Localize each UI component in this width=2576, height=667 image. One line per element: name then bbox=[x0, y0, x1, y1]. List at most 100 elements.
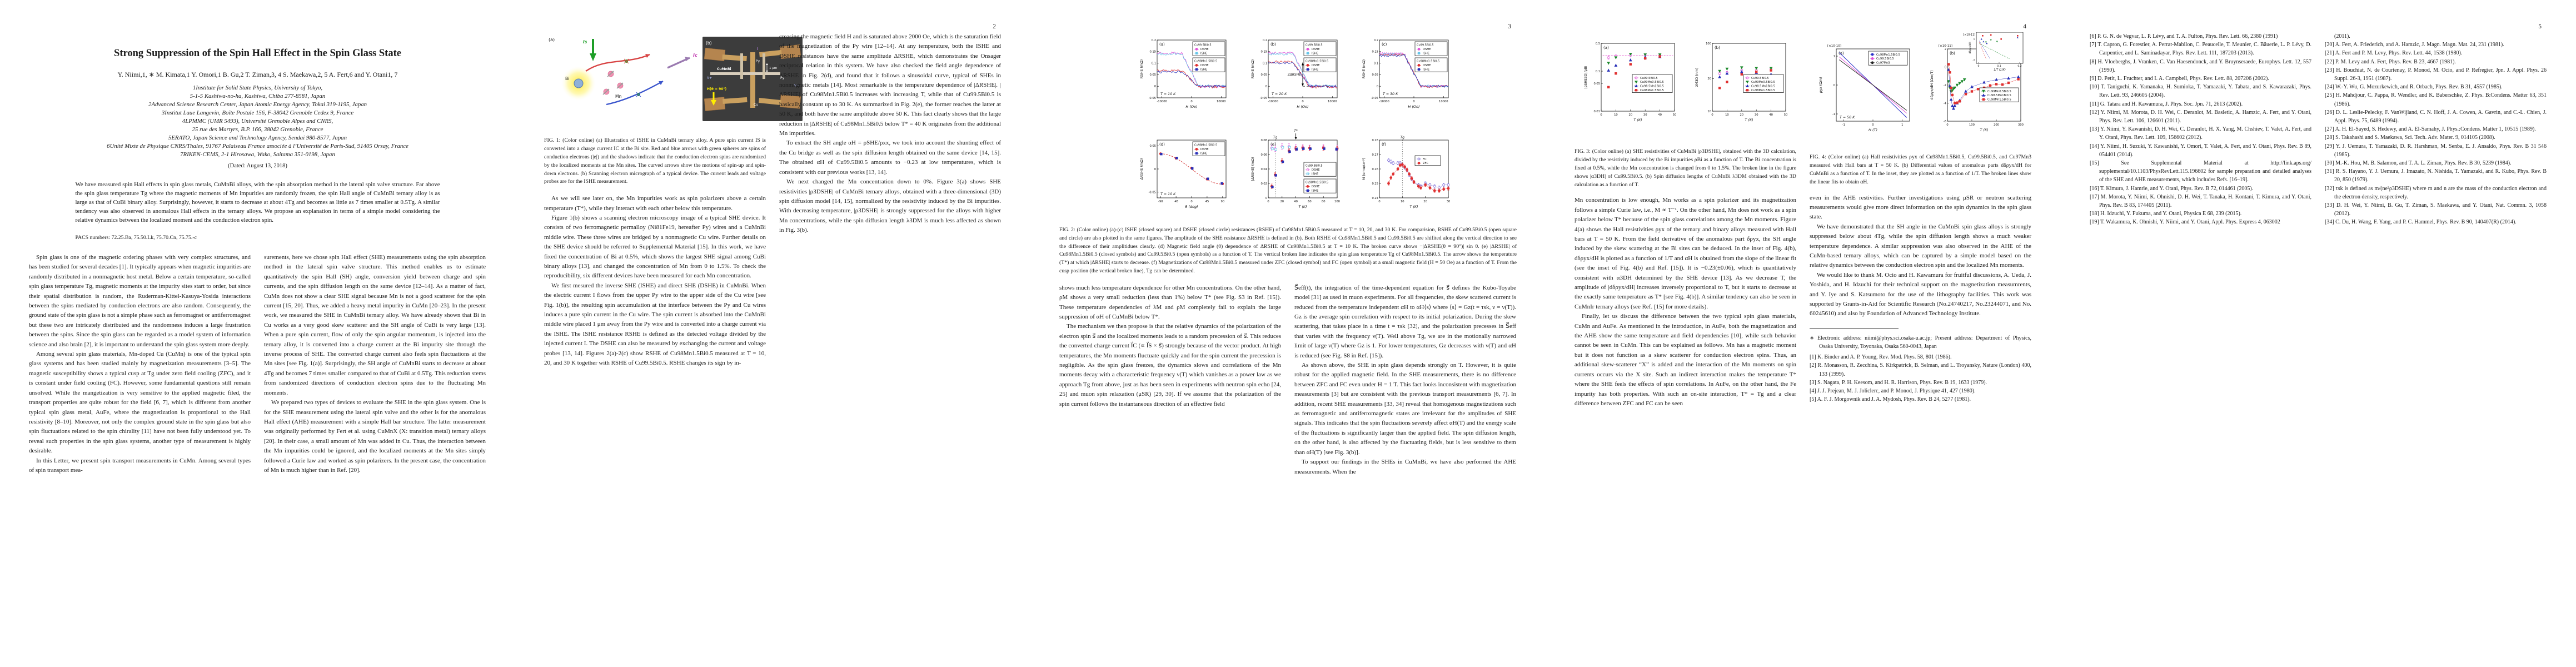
reference-item: [24] W.-Y. Wu, G. Mozurkewich, and R. Or… bbox=[2325, 84, 2503, 91]
svg-text:2: 2 bbox=[1945, 48, 1946, 51]
figure-1: (a) Is Bi Mn Ic (b) Py Py CuMnBi Cu 1 μm H(θ = 90°)… bbox=[544, 32, 803, 131]
list-item: 2Advanced Science Research Center, Japan… bbox=[148, 101, 367, 108]
svg-text:40: 40 bbox=[1769, 113, 1773, 117]
reference-item: [25] H. Mahdjour, C. Pappa, R. Wendler, … bbox=[2325, 92, 2547, 107]
svg-text:10000: 10000 bbox=[1328, 100, 1337, 103]
svg-text:(a): (a) bbox=[1838, 51, 1844, 56]
svg-text:100: 100 bbox=[1334, 200, 1340, 203]
svg-text:0: 0 bbox=[1154, 85, 1156, 88]
svg-text:[×10-10]: [×10-10] bbox=[1827, 44, 1841, 48]
list-item: 4LPMMC (UMR 5493), Université Grenoble A… bbox=[182, 118, 333, 125]
reference-item: [17] M. Morota, Y. Niimi, K. Ohnishi, D.… bbox=[2090, 193, 2311, 209]
svg-text:10000: 10000 bbox=[1217, 100, 1226, 103]
svg-text:0: 0 bbox=[1945, 66, 1946, 69]
svg-text:FC: FC bbox=[1423, 158, 1427, 161]
paragraph: We prepared two types of devices to eval… bbox=[264, 399, 486, 474]
list-item: 5-1-5 Kashiwa-no-ha, Kashiwa, Chiba 277-… bbox=[190, 93, 326, 99]
svg-text:Py: Py bbox=[756, 59, 760, 63]
svg-text:0.1: 0.1 bbox=[1374, 62, 1378, 65]
page2-columns: (a) Is Bi Mn Ic (b) Py Py CuMnBi Cu 1 μm H(θ = 90°)… bbox=[544, 32, 1001, 369]
reference-item: [20] A. Fert, A. Friederich, and A. Hamz… bbox=[2325, 42, 2504, 48]
reference-item: [31] R. S. Hayano, Y. J. Uemura, J. Imaz… bbox=[2325, 168, 2547, 183]
page4-left-text: Mn concentration is low enough, Mn works… bbox=[1575, 196, 1796, 409]
svg-text:Cu99.5Bi0.5: Cu99.5Bi0.5 bbox=[1417, 44, 1434, 47]
svg-text:(b): (b) bbox=[706, 41, 712, 46]
paragraph: To extract the SH angle αH = ρSHE/ρxx, w… bbox=[779, 140, 1001, 176]
svg-text:0.05: 0.05 bbox=[1149, 145, 1156, 148]
paragraph: We next changed the Mn concentration dow… bbox=[779, 178, 1001, 234]
reference-continuation: (2011). bbox=[2334, 33, 2350, 39]
abstract: We have measured spin Hall effects in sp… bbox=[75, 181, 440, 223]
svg-text:60: 60 bbox=[1308, 200, 1312, 203]
svg-text:0.27: 0.27 bbox=[1372, 153, 1378, 157]
svg-text:Ic: Ic bbox=[693, 53, 697, 58]
svg-text:40: 40 bbox=[1658, 113, 1662, 117]
svg-text:-1: -1 bbox=[1842, 123, 1845, 127]
paper-title: Strong Suppression of the Spin Hall Effe… bbox=[114, 48, 401, 59]
svg-text:DSHE: DSHE bbox=[1423, 64, 1431, 67]
svg-text:Py: Py bbox=[780, 76, 785, 80]
svg-text:1: 1 bbox=[1833, 55, 1835, 58]
page4-column-right: -1 0 1 -1 0 1 (a) T = 50 K [×10-10] H (T) ρyx (Ωm)… bbox=[1810, 32, 2031, 409]
svg-text:30: 30 bbox=[1643, 113, 1647, 117]
svg-text:200: 200 bbox=[1994, 123, 1999, 127]
svg-text:-5: -5 bbox=[1972, 59, 1975, 62]
paragraph: surements, here we chose spin Hall effec… bbox=[264, 254, 486, 396]
svg-text:ISHE: ISHE bbox=[1200, 152, 1207, 156]
paragraph: Among several spin glass materials, Mn-d… bbox=[29, 351, 251, 455]
reference-item: [26] D. L. Leslie-Pelecky, F. VanWijland… bbox=[2325, 109, 2547, 125]
figure-4-caption: FIG. 4: (Color online) (a) Hall resistiv… bbox=[1810, 154, 2031, 185]
reference-item: [12] Y. Niimi, M. Morota, D. H. Wei, C. … bbox=[2090, 109, 2311, 125]
svg-text:2ΔRSHE: 2ΔRSHE bbox=[1288, 73, 1301, 77]
svg-text:20: 20 bbox=[1280, 200, 1284, 203]
paragraph: We would like to thank M. Ocio and H. Ka… bbox=[1810, 271, 2031, 317]
svg-text:Cu98Mn1.5Bi0.5: Cu98Mn1.5Bi0.5 bbox=[1876, 53, 1900, 57]
svg-text:Cu98Mn1.5Bi0.5: Cu98Mn1.5Bi0.5 bbox=[1987, 98, 2011, 102]
svg-text:ISHE: ISHE bbox=[1312, 173, 1318, 176]
svg-text:Cu99Mn0.5Bi0.5: Cu99Mn0.5Bi0.5 bbox=[1640, 81, 1664, 84]
svg-text:0.04: 0.04 bbox=[1260, 168, 1267, 171]
svg-text:|ρSHE3D|/ρBi: |ρSHE3D|/ρBi bbox=[1584, 66, 1588, 89]
svg-text:1: 1 bbox=[1901, 123, 1903, 127]
svg-text:0: 0 bbox=[1600, 113, 1602, 117]
svg-text:DSHE: DSHE bbox=[1312, 168, 1319, 172]
page4-right-text: even in the AHE restivities. Further inv… bbox=[1810, 193, 2031, 319]
svg-text:0.2: 0.2 bbox=[1152, 39, 1156, 42]
svg-text:T = 10 K: T = 10 K bbox=[1160, 192, 1176, 196]
svg-text:ISHE: ISHE bbox=[1200, 68, 1207, 72]
svg-text:0: 0 bbox=[1190, 200, 1192, 203]
page3-columns: shows much less temperature dependence f… bbox=[1059, 283, 1517, 477]
svg-text:(e): (e) bbox=[1270, 142, 1276, 147]
paragraph: We first mesured the inverse SHE (ISHE) … bbox=[544, 282, 766, 367]
svg-text:Cu98Mn1.5Bi0.5: Cu98Mn1.5Bi0.5 bbox=[1194, 144, 1217, 147]
references-1-5: [1] K. Binder and A. P. Young, Rev. Mod.… bbox=[1810, 353, 2031, 404]
svg-text:0.15: 0.15 bbox=[1260, 51, 1267, 54]
svg-text:Mn: Mn bbox=[615, 94, 621, 99]
paragraph: Mn concentration is low enough, Mn works… bbox=[1575, 197, 1796, 310]
svg-text:-0.05: -0.05 bbox=[1371, 97, 1378, 100]
svg-text:T = 30 K: T = 30 K bbox=[1383, 92, 1398, 96]
svg-text:RSHE (mΩ): RSHE (mΩ) bbox=[1251, 59, 1255, 78]
svg-text:0: 0 bbox=[1711, 113, 1713, 117]
svg-text:80: 80 bbox=[1322, 200, 1326, 203]
list-item: 5ERATO, Japan Science and Technology Age… bbox=[168, 135, 347, 141]
svg-text:0.1: 0.1 bbox=[1152, 62, 1156, 65]
svg-text:0: 0 bbox=[1265, 85, 1267, 88]
reference-item: [29] Y. J. Uemura, T. Yamazaki, D. R. Ha… bbox=[2325, 143, 2547, 158]
paragraph: As shown above, the SHE in spin glass de… bbox=[1294, 362, 1516, 456]
svg-text:ρyx (Ωm): ρyx (Ωm) bbox=[1819, 77, 1823, 93]
figure-1-caption: FIG. 1: (Color online) (a) Illustration … bbox=[544, 137, 766, 185]
reference-item: [28] S. Takahashi and S. Maekawa, Sci. T… bbox=[2325, 135, 2495, 141]
svg-text:T = 10 K: T = 10 K bbox=[1160, 92, 1176, 96]
svg-text:-10000: -10000 bbox=[1268, 100, 1278, 103]
svg-text:H (T): H (T) bbox=[1869, 128, 1877, 132]
svg-text:H(θ = 90°): H(θ = 90°) bbox=[707, 87, 726, 91]
svg-text:0: 0 bbox=[1378, 200, 1380, 203]
svg-text:Cu98Mn1.5Bi0.5: Cu98Mn1.5Bi0.5 bbox=[1306, 181, 1328, 185]
paragraph: The mechanism we then propose is that th… bbox=[1059, 323, 1281, 407]
svg-text:T (K): T (K) bbox=[1745, 118, 1753, 122]
reference-item: [1] K. Binder and A. P. Young, Rev. Mod.… bbox=[1810, 354, 1952, 361]
svg-text:Cu98Mn1.5Bi0.5: Cu98Mn1.5Bi0.5 bbox=[1194, 60, 1217, 63]
paragraph: Spin glass is one of the magnetic orderi… bbox=[29, 254, 251, 348]
svg-text:0: 0 bbox=[1978, 64, 1980, 68]
